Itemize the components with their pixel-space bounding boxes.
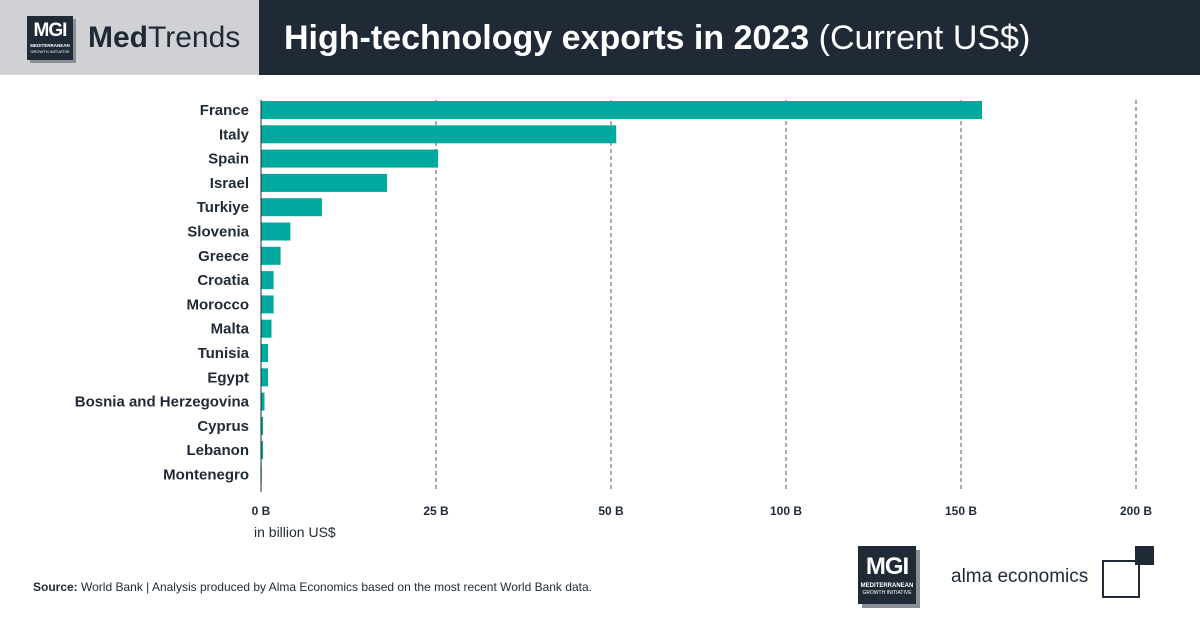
category-label: Bosnia and Herzegovina (75, 394, 250, 411)
category-label: Montenegro (163, 467, 249, 484)
bar (261, 319, 272, 338)
x-tick-label: 200 B (1120, 504, 1152, 518)
bar (261, 295, 274, 314)
x-tick-label: 25 B (423, 504, 449, 518)
mgi-logo-line1-large: MEDITERRANEAN (860, 583, 914, 589)
bar (261, 271, 274, 290)
bar (261, 222, 291, 241)
category-label: Lebanon (187, 442, 250, 459)
category-label: Greece (198, 248, 249, 265)
bar (261, 246, 281, 265)
header: MGI MEDITERRANEAN GROWTH INITIATIVE MedT… (0, 0, 1200, 75)
brand-name: MedTrends (88, 20, 240, 56)
mgi-logo: MGI MEDITERRANEAN GROWTH INITIATIVE (858, 546, 916, 604)
page-title: High-technology exports in 2023 (Current… (284, 17, 1030, 59)
bar (261, 101, 982, 119)
x-tick-label: 150 B (945, 504, 977, 518)
mgi-logo-mark: MGI (33, 20, 68, 41)
category-label: Malta (211, 321, 250, 338)
category-label: Croatia (197, 272, 249, 289)
mgi-logo-mark-large: MGI (865, 553, 909, 580)
x-tick-label: 50 B (598, 504, 624, 518)
bar (261, 198, 322, 217)
alma-economics-logo-text: alma economics (951, 566, 1089, 587)
bar (261, 416, 264, 435)
category-label: Cyprus (197, 418, 249, 435)
category-label: Morocco (186, 296, 249, 313)
bar (261, 368, 268, 387)
category-label: France (200, 102, 249, 119)
category-label: Slovenia (187, 224, 249, 241)
title-unit: (Current US$) (818, 19, 1031, 57)
x-axis-label: in billion US$ (254, 524, 336, 540)
alma-economics-mark-icon (1102, 546, 1154, 598)
source-note: Source: World Bank | Analysis produced b… (33, 580, 592, 594)
title-bar (259, 0, 1200, 75)
category-label: Italy (219, 126, 250, 143)
brand-panel: MGI MEDITERRANEAN GROWTH INITIATIVE MedT… (0, 0, 259, 75)
category-label: Turkiye (197, 199, 249, 216)
source-label: Source: (33, 580, 78, 594)
bar (261, 441, 264, 460)
bar-chart: France Italy Spain Israel Turkiye Slovenia Gre… (75, 100, 1152, 540)
source-text: World Bank | Analysis produced by Alma E… (77, 580, 592, 594)
brand-name-bold: Med (88, 21, 148, 54)
bar (261, 173, 387, 192)
x-tick-label: 0 B (252, 504, 271, 518)
bar (261, 149, 439, 168)
category-label: Egypt (207, 369, 249, 386)
bar (261, 344, 268, 362)
title-main: High-technology exports in 2023 (284, 19, 810, 57)
x-tick-label: 100 B (770, 504, 802, 518)
mgi-logo-line1: MEDITERRANEAN (30, 43, 70, 48)
mgi-logo-line2: GROWTH INITIATIVE (30, 49, 70, 54)
bar (261, 392, 265, 411)
category-label: Israel (210, 175, 249, 192)
bar (261, 125, 617, 144)
mgi-logo-small: MGI MEDITERRANEAN GROWTH INITIATIVE (27, 16, 73, 60)
brand-name-rest: Trends (148, 21, 241, 54)
mgi-logo-line2-large: GROWTH INITIATIVE (862, 590, 912, 596)
category-label: Tunisia (198, 345, 250, 362)
category-label: Spain (208, 151, 249, 168)
